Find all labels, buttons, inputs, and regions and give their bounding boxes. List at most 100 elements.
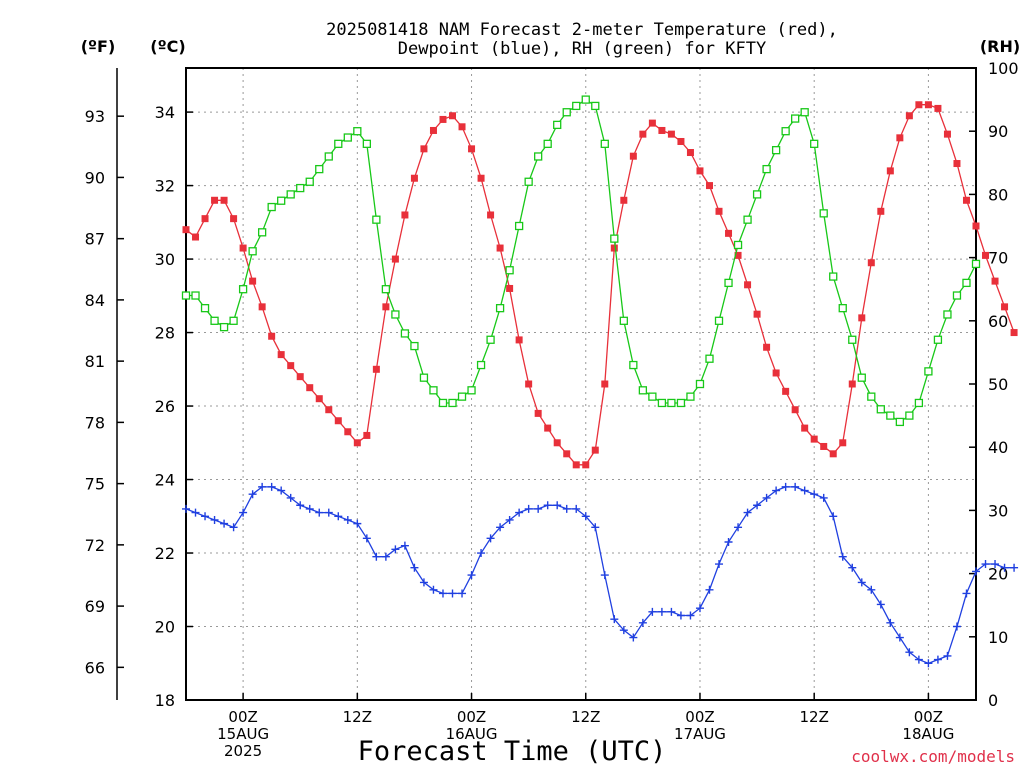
rh-tick-label: 10 [988,628,1008,647]
rh-tick-label: 50 [988,375,1008,394]
data-point [315,164,324,174]
data-point [582,461,590,469]
data-point [372,365,380,373]
data-point [591,101,600,111]
data-point [1010,563,1019,572]
data-point [695,379,705,389]
data-point [667,607,676,616]
data-point [686,149,694,157]
data-point [782,387,790,395]
data-point [943,310,952,319]
fahrenheit-axis: 66 69 72 75 78 81 84 87 90 93 [85,107,124,677]
data-point [810,139,819,148]
data-point [457,392,467,401]
data-point [486,335,495,344]
celsius-tick-label: 34 [155,103,175,122]
data-point [429,126,437,134]
data-point [829,272,838,281]
data-point [876,600,885,609]
data-point [305,177,314,186]
data-point [419,373,429,382]
data-point [315,395,323,403]
rh-tick-label: 80 [988,185,1008,204]
data-point [886,411,895,420]
time-tick-label: 17AUG [674,725,726,743]
celsius-tick-label: 22 [155,544,175,563]
data-point [952,291,962,300]
data-point [982,251,990,259]
data-point [229,316,238,325]
data-point [648,607,657,616]
data-point [220,519,229,528]
celsius-tick-label: 20 [155,618,175,637]
data-point [772,369,780,377]
data-point [972,222,980,230]
data-point [753,501,762,510]
data-point [667,130,675,138]
data-point [543,139,552,148]
data-point [581,95,590,104]
data-point [420,145,428,153]
data-point [620,196,628,204]
celsius-tick-label: 30 [155,250,175,269]
data-point [239,244,247,252]
series-0 [182,101,1018,469]
time-tick-label: 2025 [224,742,262,760]
time-tick-label: 00Z [457,708,486,726]
rh-tick-label: 40 [988,438,1008,457]
rh-tick-label: 100 [988,59,1019,78]
data-point [829,512,838,521]
data-point [895,633,904,642]
fahrenheit-tick-label: 87 [85,230,105,249]
data-point [724,278,733,288]
data-point [619,626,628,635]
data-point [591,523,600,532]
rh-tick-label: 90 [988,122,1008,141]
data-point [449,112,457,120]
data-point [848,380,856,388]
data-point [391,255,399,263]
data-point [229,523,238,532]
data-point [296,183,305,193]
data-point [924,367,933,376]
data-point [306,384,314,392]
data-point [515,508,524,517]
x-axis-label: Forecast Time (UTC) [358,736,667,767]
data-point [934,104,942,112]
data-point [249,277,257,285]
series-1 [182,482,1019,668]
data-point [458,589,467,598]
data-point [610,234,619,243]
data-point [477,549,486,558]
data-point [971,259,981,269]
data-point [201,215,209,223]
data-point [258,482,267,491]
data-point [858,314,866,322]
data-point [325,406,333,414]
data-point [200,304,210,313]
series-layer [181,95,1019,668]
data-point [638,386,648,395]
data-point [543,501,552,510]
data-point [191,508,200,517]
data-point [277,351,285,359]
data-point [886,167,894,175]
data-point [381,285,391,294]
celsius-unit-label: (ºC) [150,37,185,56]
data-point [867,585,876,594]
time-tick-label: 12Z [571,708,600,726]
data-point [686,392,695,401]
data-point [296,373,304,381]
fahrenheit-tick-label: 72 [85,536,105,555]
data-point [267,202,276,212]
data-point [343,133,352,142]
data-point [800,108,809,117]
data-point [972,567,980,576]
data-point [553,120,562,130]
data-point [506,284,514,292]
data-point [362,534,371,543]
data-point [819,209,828,218]
time-tick-label: 00Z [685,708,714,726]
data-point [477,174,485,182]
